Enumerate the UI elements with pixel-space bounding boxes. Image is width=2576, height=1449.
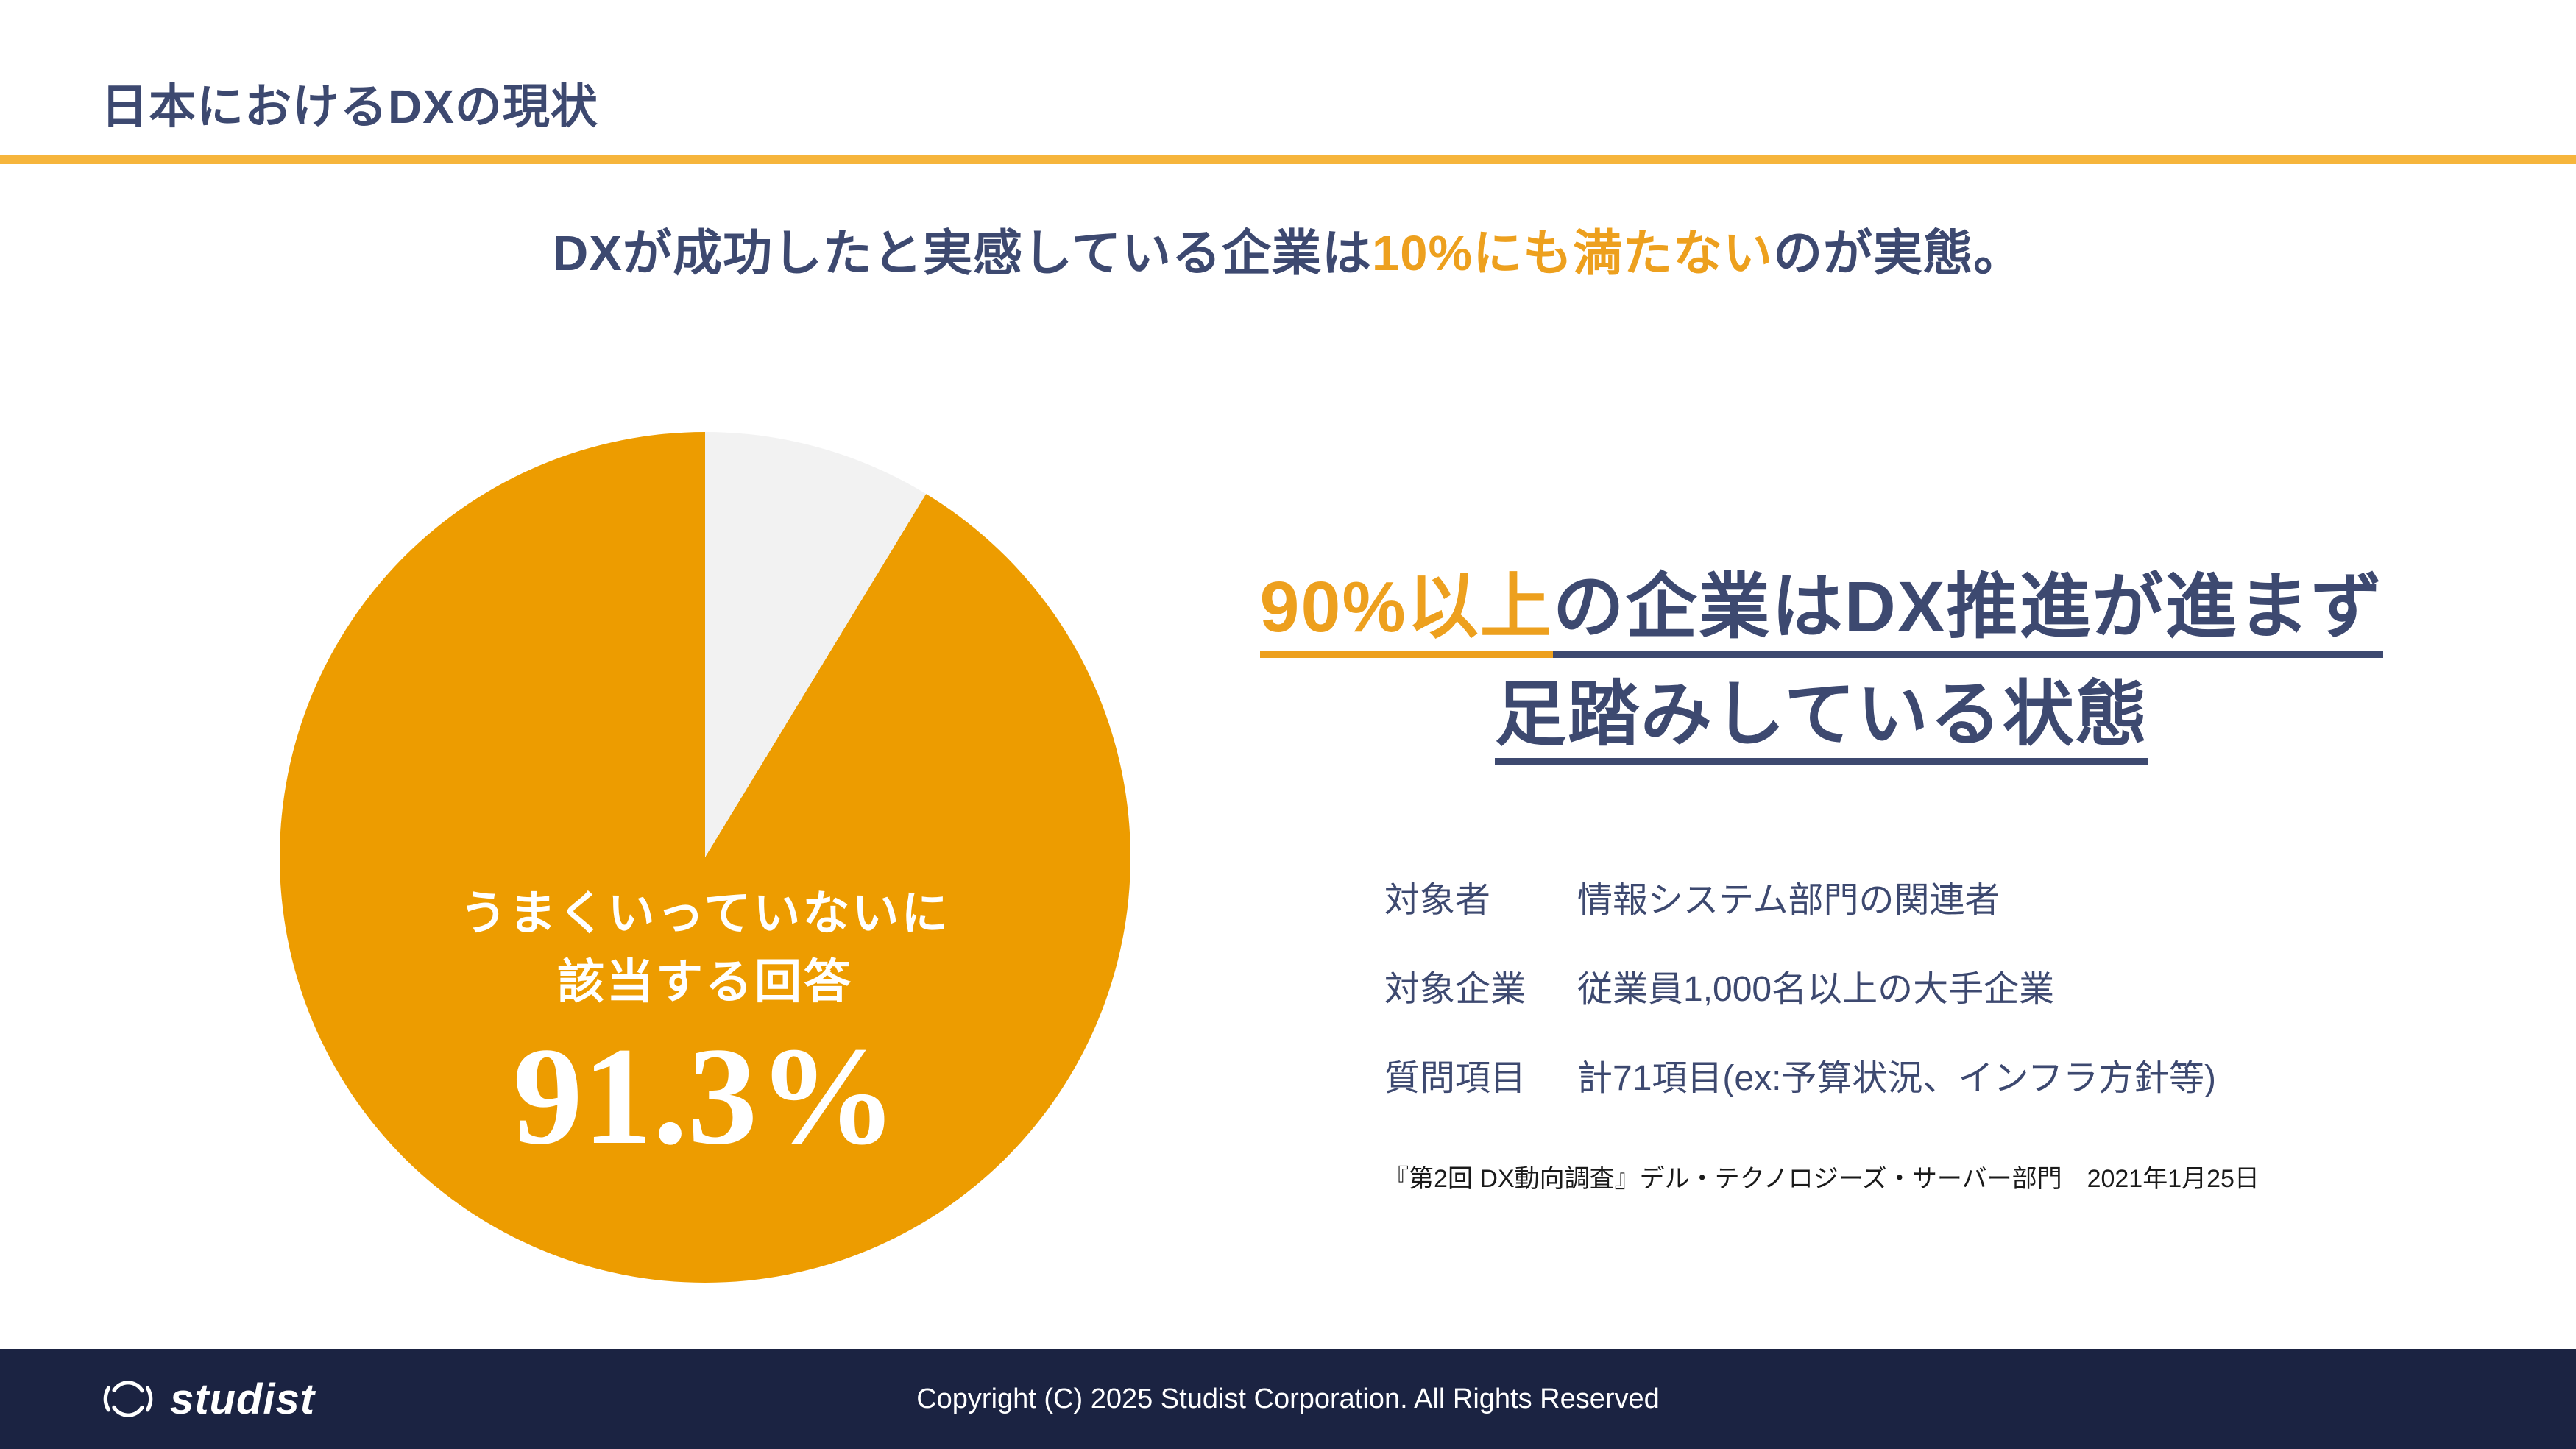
- subtitle: DXが成功したと実感している企業は10%にも満たないのが実態。: [0, 221, 2576, 287]
- survey-row: 対象者 情報システム部門の関連者: [1384, 880, 2216, 921]
- key-message: 90%以上の企業はDX推進が進まず 足踏みしている状態: [1200, 559, 2444, 765]
- pie-value: 91.3%: [512, 1019, 898, 1174]
- survey-row-value: 従業員1,000名以上の大手企業: [1577, 970, 2055, 1009]
- page-title: 日本におけるDXの現状: [101, 80, 598, 133]
- studist-logo: studist: [101, 1349, 315, 1449]
- survey-row-value: 計71項目(ex:予算状況、インフラ方針等): [1577, 1059, 2216, 1098]
- survey-row-label: 対象者: [1384, 881, 1491, 920]
- key-message-line1-rest: の企業はDX推進が進まず: [1552, 567, 2384, 658]
- studist-logo-icon: [101, 1372, 155, 1426]
- pie-center-label: うまくいっていないに 該当する回答 91.3%: [280, 879, 1130, 1174]
- survey-row: 対象企業 従業員1,000名以上の大手企業: [1384, 969, 2216, 1010]
- pie-chart-wrap: うまくいっていないに 該当する回答 91.3%: [280, 432, 1130, 1283]
- survey-row-label: 質問項目: [1384, 1059, 1526, 1098]
- pie-chart: [280, 432, 1130, 1283]
- source-citation: 『第2回 DX動向調査』デル・テクノロジーズ・サーバー部門 2021年1月25日: [1384, 1165, 2260, 1193]
- pie-label-line2: 該当する回答: [557, 955, 853, 1008]
- right-panel: 90%以上の企業はDX推進が進まず 足踏みしている状態: [1200, 559, 2444, 765]
- subtitle-pre: DXが成功したと実感している企業は: [552, 226, 1372, 281]
- survey-details: 対象者 情報システム部門の関連者 対象企業 従業員1,000名以上の大手企業 質…: [1384, 880, 2216, 1147]
- studist-logo-text: studist: [170, 1375, 316, 1423]
- pie-label-line1: うまくいっていないに: [459, 887, 951, 940]
- copyright-text: Copyright (C) 2025 Studist Corporation. …: [916, 1383, 1660, 1414]
- subtitle-highlight: 10%にも満たない: [1371, 226, 1774, 281]
- subtitle-post: のが実態。: [1773, 226, 2024, 281]
- survey-row-value: 情報システム部門の関連者: [1577, 881, 2000, 920]
- key-message-line2-text: 足踏みしている状態: [1494, 674, 2149, 765]
- accent-divider: [0, 155, 2576, 164]
- key-message-line1: 90%以上の企業はDX推進が進まず: [1200, 559, 2444, 658]
- key-message-highlight: 90%以上: [1259, 567, 1553, 658]
- footer: studist Copyright (C) 2025 Studist Corpo…: [0, 1349, 2576, 1449]
- survey-row: 質問項目 計71項目(ex:予算状況、インフラ方針等): [1384, 1058, 2216, 1099]
- survey-row-label: 対象企業: [1384, 970, 1526, 1009]
- key-message-line2: 足踏みしている状態: [1200, 667, 2444, 765]
